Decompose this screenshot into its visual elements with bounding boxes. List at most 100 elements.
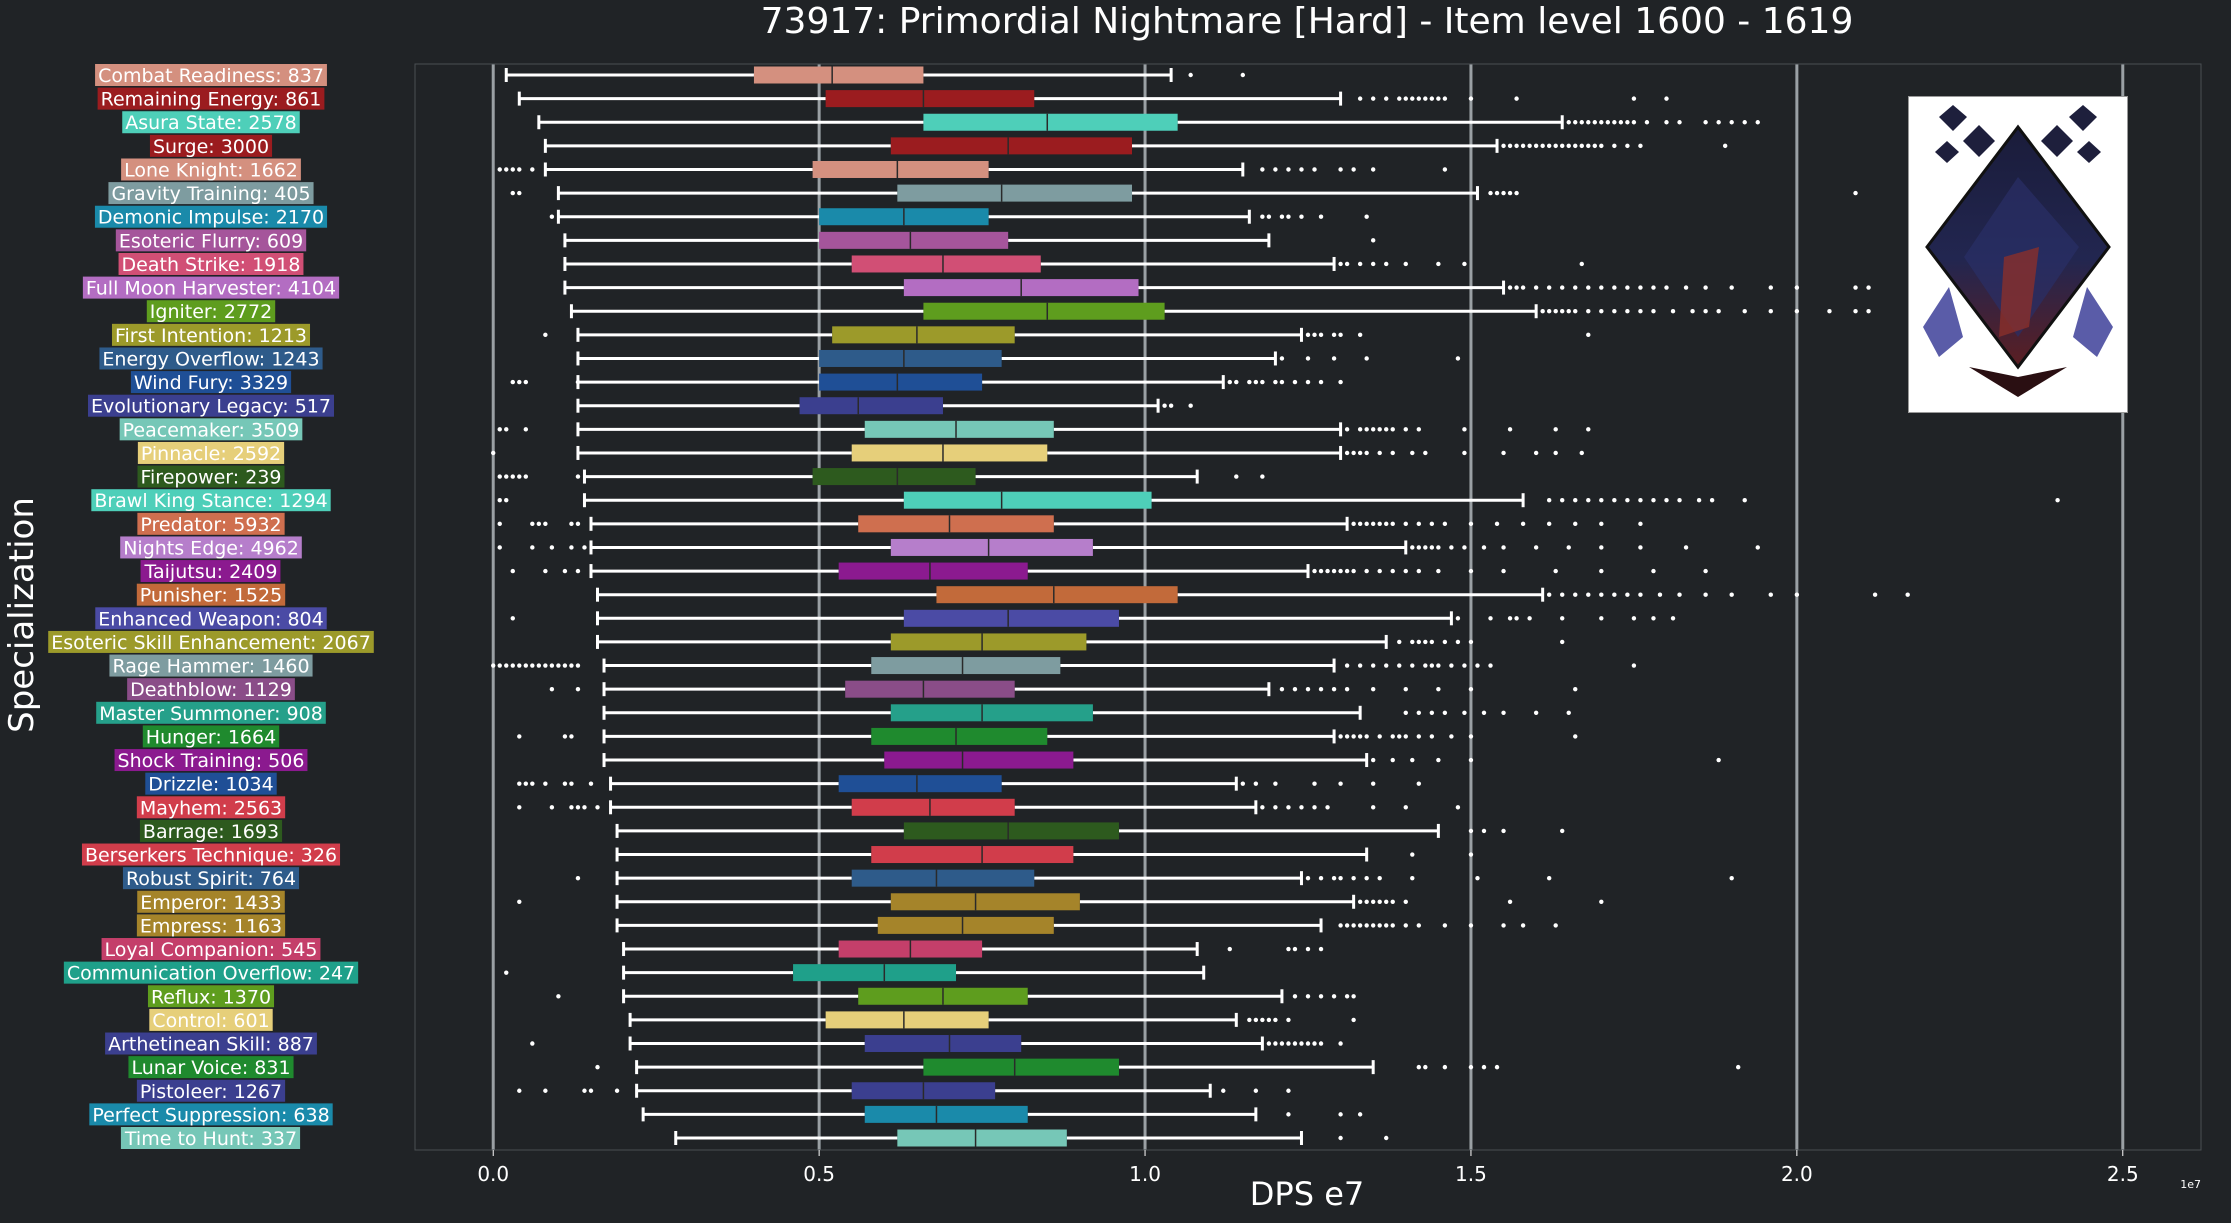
outlier-point — [1234, 474, 1239, 479]
outlier-point — [1462, 261, 1467, 267]
outlier-point — [1377, 899, 1382, 904]
outlier-point — [575, 568, 581, 574]
outlier-point — [1384, 427, 1389, 432]
outlier-point — [1475, 663, 1480, 668]
outlier-point — [1703, 120, 1708, 125]
outlier-point — [530, 545, 535, 550]
outlier-point — [1722, 143, 1728, 149]
outlier-point — [1318, 568, 1324, 574]
category-label-bg — [108, 182, 314, 205]
outlier-point — [1299, 167, 1304, 172]
box-row — [563, 255, 1584, 273]
box-row — [497, 538, 1760, 556]
outlier-point — [1462, 545, 1467, 550]
outlier-point — [1312, 568, 1317, 574]
outlier-point — [1325, 568, 1330, 574]
category-label-text: Emperor: 1433 — [140, 892, 282, 914]
outlier-point — [1357, 1112, 1363, 1117]
outlier-point — [1273, 781, 1278, 786]
box-row — [641, 1105, 1363, 1123]
outlier-point — [504, 498, 509, 503]
category-label-text: Igniter: 2772 — [150, 301, 272, 323]
box-row — [602, 704, 1571, 722]
outlier-point — [1468, 96, 1474, 101]
box-row — [517, 1082, 1291, 1100]
outlier-point — [1357, 450, 1363, 456]
outlier-point — [1286, 805, 1291, 810]
outlier-point — [530, 663, 535, 668]
outlier-point — [1344, 450, 1350, 456]
outlier-point — [1683, 285, 1689, 290]
outlier-point — [1573, 498, 1578, 503]
outlier-point — [1370, 663, 1376, 668]
outlier-point — [1514, 96, 1519, 101]
outlier-point — [1364, 427, 1369, 432]
outlier-point — [1364, 734, 1369, 739]
outlier-point — [582, 1088, 587, 1093]
outlier-point — [1364, 521, 1369, 527]
iqr-box — [819, 231, 1009, 249]
outlier-point — [1384, 261, 1389, 267]
category-label-text: Demonic Impulse: 2170 — [98, 207, 324, 229]
iqr-box — [812, 468, 976, 486]
outlier-point — [1305, 1041, 1311, 1046]
outlier-point — [569, 781, 574, 786]
outlier-point — [1514, 285, 1519, 290]
outlier-point — [543, 781, 548, 786]
outlier-point — [1436, 261, 1441, 267]
category-label-bg — [137, 890, 285, 913]
outlier-point — [1644, 120, 1650, 125]
outlier-point — [1651, 498, 1656, 503]
category-label-text: Lunar Voice: 831 — [131, 1057, 290, 1079]
category-label-bg — [121, 158, 301, 181]
category-label: Lone Knight: 1662 — [121, 158, 301, 181]
outlier-point — [1273, 1017, 1278, 1023]
outlier-point — [1403, 686, 1408, 692]
outlier-point — [1866, 309, 1871, 314]
box-row — [596, 633, 1565, 651]
y-axis-label: Specialization — [2, 497, 42, 733]
box-row — [549, 208, 1369, 226]
outlier-point — [497, 167, 502, 172]
category-label-text: Lone Knight: 1662 — [124, 159, 298, 181]
outlier-point — [1533, 450, 1539, 456]
iqr-box — [897, 1129, 1067, 1147]
outlier-point — [1162, 403, 1167, 408]
outlier-point — [517, 899, 522, 904]
outlier-point — [1573, 120, 1578, 125]
category-label: Nights Edge: 4962 — [120, 536, 302, 559]
iqr-box — [838, 562, 1028, 580]
category-label: Enhanced Weapon: 804 — [95, 607, 327, 630]
outlier-point — [1442, 167, 1448, 172]
outlier-point — [1338, 923, 1343, 928]
outlier-point — [517, 1088, 522, 1093]
category-label-text: First Intention: 1213 — [115, 325, 307, 347]
outlier-point — [1573, 285, 1578, 290]
outlier-point — [1599, 285, 1604, 290]
outlier-point — [1481, 1064, 1487, 1070]
outlier-point — [1501, 710, 1506, 715]
iqr-box — [864, 420, 1054, 438]
iqr-box — [923, 302, 1165, 320]
box-row — [517, 893, 1604, 911]
outlier-point — [1455, 616, 1461, 621]
category-label-bg — [149, 134, 273, 157]
outlier-point — [1221, 1088, 1226, 1093]
outlier-point — [1338, 1041, 1343, 1046]
outlier-point — [1331, 356, 1337, 361]
outlier-point — [1344, 686, 1350, 692]
outlier-point — [523, 474, 529, 479]
outlier-point — [1331, 875, 1337, 881]
outlier-point — [1736, 1064, 1741, 1070]
outlier-point — [1423, 1064, 1428, 1070]
outlier-point — [1344, 923, 1350, 928]
outlier-point — [523, 663, 529, 668]
outlier-point — [1318, 332, 1324, 338]
outlier-point — [1357, 261, 1363, 267]
category-label-text: Barrage: 1693 — [143, 821, 279, 843]
outlier-point — [497, 427, 502, 432]
outlier-point — [1853, 309, 1858, 314]
outlier-point — [1455, 639, 1461, 645]
outlier-point — [1442, 521, 1448, 527]
outlier-point — [1586, 427, 1591, 432]
